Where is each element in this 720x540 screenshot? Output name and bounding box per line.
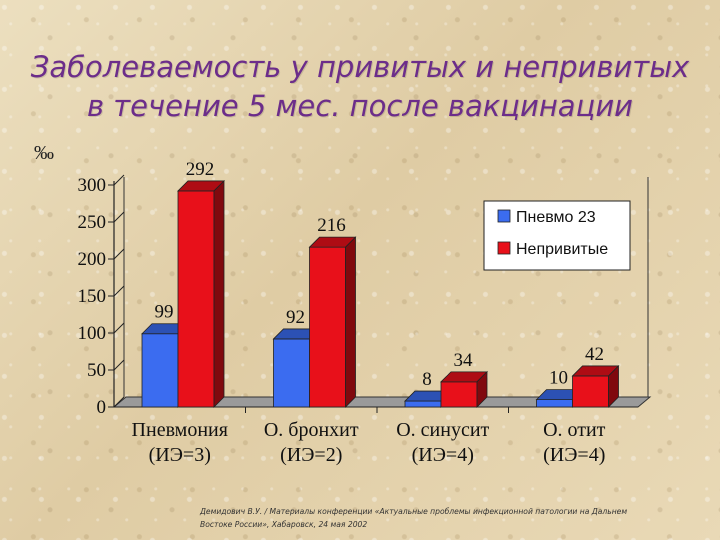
x-category-label: О. отит <box>543 419 606 441</box>
bar-unvaccinated <box>309 246 346 408</box>
chart-title-line-2: в течение 5 мес. после вакцинации <box>86 89 634 123</box>
x-category-label: О. бронхит <box>264 419 359 441</box>
bar-side <box>213 179 225 408</box>
y-tick-depth <box>113 396 125 408</box>
x-category-sublabel: (ИЭ=4) <box>412 444 474 466</box>
y-tick-depth <box>113 211 125 223</box>
bar-vaccinated <box>404 400 442 408</box>
x-category-sublabel: (ИЭ=2) <box>280 444 342 466</box>
data-label: 92 <box>286 307 305 328</box>
data-label: 34 <box>454 350 474 371</box>
y-tick-label: 150 <box>78 286 107 307</box>
y-tick-label: 250 <box>78 212 107 233</box>
bar-unvaccinated <box>572 375 609 408</box>
y-tick-depth <box>113 248 125 260</box>
y-tick-label: 50 <box>87 360 106 381</box>
y-tick-depth <box>113 285 125 297</box>
legend-label: Непривитые <box>516 241 608 258</box>
x-category-label: Пневмония <box>132 419 228 441</box>
x-category-sublabel: (ИЭ=3) <box>149 444 211 466</box>
bar-unvaccinated <box>440 381 478 408</box>
x-category-sublabel: (ИЭ=4) <box>543 444 605 466</box>
data-label: 8 <box>422 369 432 390</box>
y-unit-label: ‰ <box>34 142 54 164</box>
legend-swatch <box>497 241 511 255</box>
chart-title-line-1: Заболеваемость у привитых и непривитых <box>30 50 690 84</box>
data-label: 10 <box>549 368 568 389</box>
bar-vaccinated <box>141 333 179 408</box>
y-tick-label: 300 <box>78 175 107 196</box>
y-tick-label: 0 <box>97 397 107 418</box>
bar-side <box>608 364 619 408</box>
bar-vaccinated <box>273 338 310 408</box>
source-credit-line-1: Демидович В.У. / Материалы конференции «… <box>200 507 628 516</box>
source-credit-line-2: Востоке России», Хабаровск, 24 мая 2002 <box>200 520 368 529</box>
source-credit: Демидович В.У. / Материалы конференции «… <box>200 505 700 531</box>
legend-swatch <box>497 209 511 223</box>
y-tick-label: 200 <box>78 249 107 270</box>
y-tick-depth <box>113 174 125 186</box>
bar-unvaccinated <box>177 190 215 408</box>
bar-vaccinated <box>536 399 573 408</box>
data-label: 42 <box>585 344 604 365</box>
legend-label: Пневмо 23 <box>516 209 596 226</box>
bar-side <box>345 236 356 408</box>
data-label: 292 <box>186 159 215 180</box>
data-label: 99 <box>155 302 174 323</box>
x-category-label: О. синусит <box>396 419 489 441</box>
bar-side <box>476 370 488 408</box>
y-tick-depth <box>113 359 125 371</box>
y-tick-depth <box>113 322 125 334</box>
y-tick-label: 100 <box>78 323 107 344</box>
data-label: 216 <box>317 215 346 236</box>
